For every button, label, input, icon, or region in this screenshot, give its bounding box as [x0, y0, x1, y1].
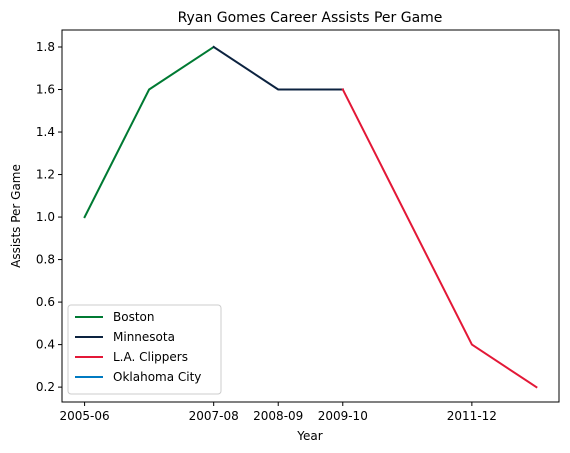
y-axis-title: Assists Per Game: [9, 164, 23, 268]
legend-label-l-a-clippers: L.A. Clippers: [113, 350, 188, 364]
y-tick-label: 1.2: [36, 168, 55, 182]
series-lines: [83, 45, 538, 389]
x-tick-label: 2011-12: [447, 409, 497, 423]
x-tick-label: 2007-08: [189, 409, 239, 423]
y-tick-label: 0.6: [36, 295, 55, 309]
legend-label-oklahoma-city: Oklahoma City: [113, 370, 201, 384]
series-line-l-a-clippers: [341, 88, 538, 389]
x-axis-title: Year: [296, 429, 322, 443]
y-tick-label: 0.8: [36, 253, 55, 267]
y-tick-label: 1.4: [36, 125, 55, 139]
legend-label-boston: Boston: [113, 310, 154, 324]
y-tick-label: 1.6: [36, 83, 55, 97]
y-tick-label: 1.8: [36, 40, 55, 54]
x-axis: 2005-06 2007-08 2008-09 2009-10 2011-12: [60, 402, 497, 423]
series-line-boston: [83, 45, 216, 219]
y-tick-label: 1.0: [36, 210, 55, 224]
legend-box: [67, 304, 222, 395]
plot-frame: [61, 29, 560, 403]
legend-label-minnesota: Minnesota: [113, 330, 175, 344]
y-tick-label: 0.4: [36, 338, 55, 352]
legend: Boston Minnesota L.A. Clippers Oklahoma Cit…: [67, 304, 222, 395]
y-axis: 0.2 0.4 0.6 0.8 1.0 1.2 1.4 1.6 1.8: [36, 40, 62, 394]
x-tick-label: 2005-06: [60, 409, 110, 423]
y-tick-label: 0.2: [36, 380, 55, 394]
x-tick-label: 2008-09: [253, 409, 303, 423]
x-tick-label: 2009-10: [318, 409, 368, 423]
series-line-minnesota: [212, 45, 344, 91]
chart-title: Ryan Gomes Career Assists Per Game: [178, 10, 443, 26]
